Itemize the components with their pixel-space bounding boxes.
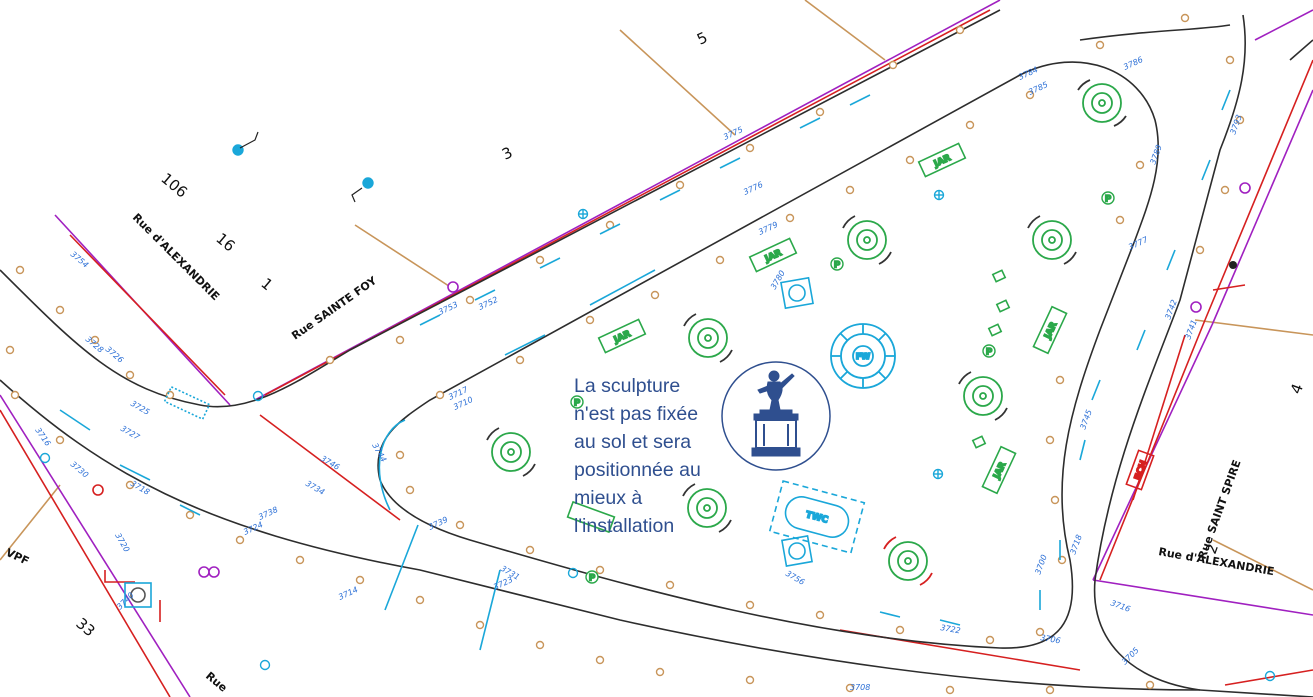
svg-text:3741: 3741: [1183, 318, 1198, 340]
svg-text:3706: 3706: [1040, 633, 1062, 645]
building-number: 16: [212, 229, 238, 255]
tree: [842, 215, 892, 265]
tree: [883, 536, 933, 586]
svg-text:3777: 3777: [1127, 235, 1150, 252]
svg-text:3789: 3789: [1148, 143, 1163, 165]
tree: [1077, 79, 1127, 127]
svg-text:3726: 3726: [104, 345, 125, 365]
svg-text:3779: 3779: [757, 220, 779, 237]
planter-label: JAR: [763, 248, 784, 265]
tree: [958, 371, 1008, 421]
planter-label: JAR: [1043, 321, 1060, 342]
svg-text:P: P: [1105, 195, 1112, 205]
svg-text:3714: 3714: [337, 585, 359, 602]
svg-text:3725: 3725: [129, 399, 151, 417]
boundary-markers: [5, 13, 1245, 695]
svg-text:3738: 3738: [257, 505, 279, 522]
note-line: mieux à: [574, 487, 643, 509]
note-line: La sculpture: [574, 375, 681, 397]
curb-lines: [0, 9, 1313, 697]
building-number: 106: [157, 169, 191, 201]
tree: [486, 427, 536, 477]
svg-text:3727: 3727: [119, 424, 142, 442]
svg-text:3746: 3746: [319, 454, 341, 472]
planter-label: JAR: [992, 461, 1009, 482]
svg-text:P: P: [589, 574, 596, 584]
svg-text:3780: 3780: [769, 269, 787, 291]
sculpture-logo: [721, 361, 831, 471]
note-line: l'installation: [574, 515, 675, 537]
street-saint-spire: Rue SAINT SPIRE: [1196, 458, 1244, 561]
planter-label: JAR: [612, 329, 633, 346]
arrow-icon: [1212, 284, 1246, 291]
building-number: 4: [1287, 381, 1307, 396]
hydrant-marker: [92, 484, 104, 496]
svg-text:3700: 3700: [1033, 553, 1048, 575]
fountain: FW: [830, 323, 896, 389]
stairs-label: ECH: [1133, 459, 1149, 481]
lamp-posts: [198, 182, 1251, 578]
street-rue-bottom: Rue: [203, 669, 230, 694]
building-number: 3: [499, 143, 515, 163]
svg-text:3720: 3720: [113, 532, 131, 554]
tree: [1027, 215, 1077, 265]
manhole-markers: [39, 144, 1276, 682]
svg-text:3784: 3784: [1017, 65, 1039, 82]
note-line: n'est pas fixée: [574, 403, 699, 425]
svg-text:3740: 3740: [115, 591, 136, 612]
building-number: 5: [694, 28, 710, 48]
svg-text:3718: 3718: [129, 479, 151, 497]
svg-text:3744: 3744: [370, 442, 388, 464]
svg-text:3776: 3776: [742, 180, 764, 197]
trees: [486, 79, 1127, 586]
public-toilet: TWC: [768, 480, 866, 554]
svg-text:3756: 3756: [784, 569, 806, 587]
road-edges: [0, 9, 1313, 697]
svg-text:P: P: [986, 348, 993, 358]
sculpture-note: La sculpture n'est pas fixée au sol et s…: [574, 372, 742, 540]
svg-text:3793: 3793: [1228, 113, 1243, 135]
svg-text:3718: 3718: [1068, 533, 1083, 555]
planter-label: JAR: [932, 153, 953, 170]
parking-markers: P P P P P: [570, 191, 1115, 584]
tree: [683, 313, 733, 363]
toilet-label: TWC: [804, 510, 829, 526]
svg-text:3716: 3716: [33, 426, 52, 448]
note-line: au sol et sera: [574, 431, 692, 453]
building-number: 1: [257, 274, 276, 294]
svg-text:3708: 3708: [850, 683, 870, 692]
fountain-label: FW: [856, 352, 870, 361]
svg-text:3786: 3786: [1122, 55, 1144, 72]
parcel-lines: [0, 0, 1313, 591]
svg-text:3722: 3722: [940, 623, 962, 635]
note-line: positionnée au: [574, 459, 701, 481]
svg-text:P: P: [574, 399, 581, 409]
svg-text:3724: 3724: [242, 520, 264, 537]
street-alexandrie-left: Rue d'ALEXANDRIE: [130, 211, 222, 303]
building-number: 33: [72, 614, 98, 640]
street-sainte-foy: Rue SAINTE FOY: [289, 274, 380, 343]
svg-text:3745: 3745: [1078, 408, 1093, 430]
svg-text:3785: 3785: [1027, 80, 1049, 97]
svg-text:3730: 3730: [69, 460, 90, 480]
building-number: VPF: [4, 546, 31, 568]
svg-text:P: P: [834, 261, 841, 271]
survey-point: [1229, 261, 1237, 269]
tree: [682, 483, 732, 533]
svg-text:3716: 3716: [1109, 598, 1131, 613]
network-dashes: [59, 89, 1231, 651]
connector-symbols: [239, 131, 363, 203]
svg-text:3734: 3734: [304, 479, 326, 497]
